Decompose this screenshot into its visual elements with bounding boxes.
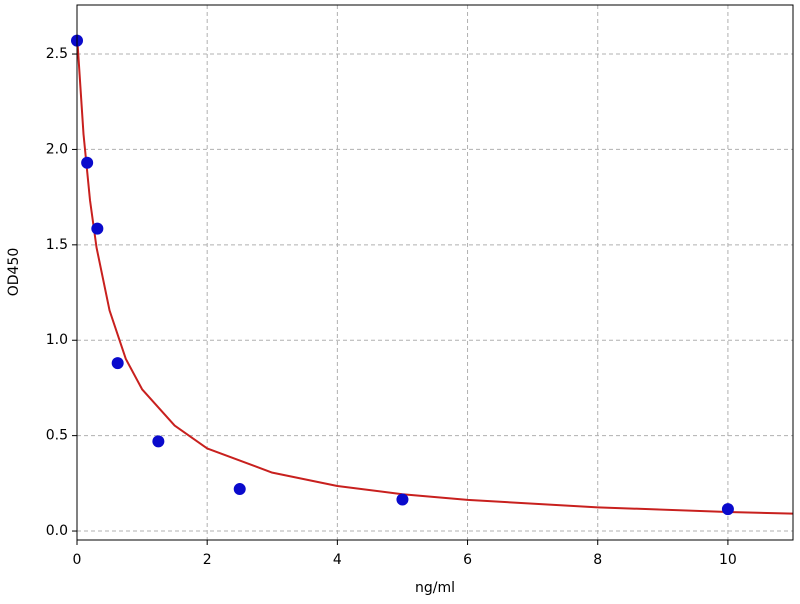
plot-frame <box>76 4 794 541</box>
y-tick-label: 1.5 <box>46 237 68 253</box>
x-axis-label: ng/ml <box>415 580 455 596</box>
y-axis-label: OD450 <box>6 248 22 297</box>
x-tick-label: 0 <box>73 552 82 568</box>
x-tick-label: 6 <box>463 552 472 568</box>
x-tick-label: 10 <box>719 552 737 568</box>
data-point <box>91 222 104 235</box>
y-tick-label: 2.5 <box>46 46 68 62</box>
y-tick-label: 2.0 <box>46 141 68 157</box>
data-point <box>721 503 734 516</box>
fit-curve <box>76 34 794 515</box>
y-tick-label: 0.0 <box>46 523 68 539</box>
y-tick-label: 1.0 <box>46 332 68 348</box>
y-tick-label: 0.5 <box>46 428 68 444</box>
data-point <box>233 483 246 496</box>
x-tick-label: 4 <box>333 552 342 568</box>
data-point <box>81 156 94 169</box>
data-point <box>111 357 124 370</box>
x-tick-label: 8 <box>593 552 602 568</box>
data-point <box>152 435 165 448</box>
x-tick-label: 2 <box>203 552 212 568</box>
data-point <box>396 493 409 506</box>
